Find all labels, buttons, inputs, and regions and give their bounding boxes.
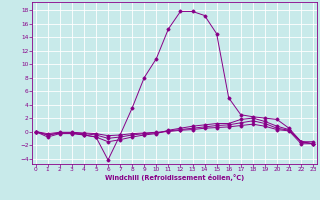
X-axis label: Windchill (Refroidissement éolien,°C): Windchill (Refroidissement éolien,°C) [105,174,244,181]
